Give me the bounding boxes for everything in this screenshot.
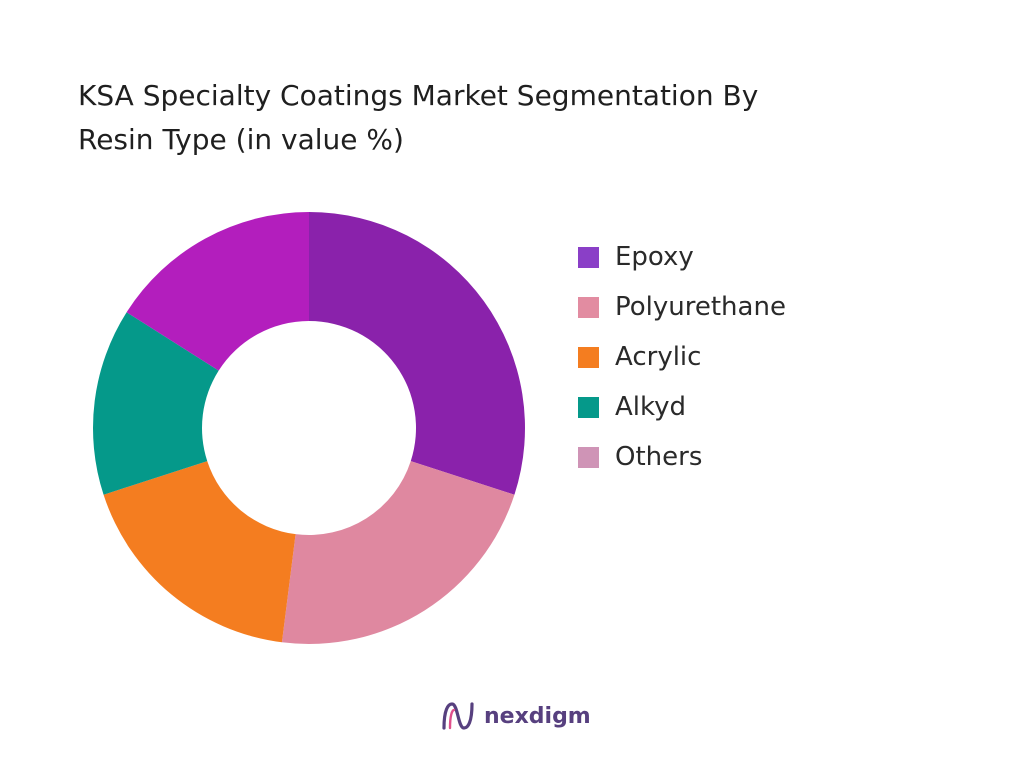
nexdigm-logo-icon: [442, 702, 474, 730]
legend-label-others: Others: [615, 442, 703, 472]
chart-title-line-2: Resin Type (in value %): [78, 123, 404, 156]
legend-label-alkyd: Alkyd: [615, 392, 687, 422]
donut-slice-others: [126, 212, 309, 371]
legend-swatch-polyurethane: [578, 296, 599, 318]
legend-swatch-epoxy: [578, 246, 599, 268]
legend-item-epoxy: Epoxy: [578, 232, 786, 282]
donut-slice-epoxy: [309, 212, 525, 495]
chart-title-line-1: KSA Specialty Coatings Market Segmentati…: [78, 79, 759, 112]
legend-item-polyurethane: Polyurethane: [578, 282, 786, 332]
donut-slice-acrylic: [103, 461, 296, 643]
legend-swatch-alkyd: [578, 396, 599, 418]
legend-label-epoxy: Epoxy: [615, 242, 694, 272]
legend-item-others: Others: [578, 432, 786, 482]
legend-swatch-acrylic: [578, 346, 599, 368]
legend-swatch-others: [578, 446, 599, 468]
legend-item-acrylic: Acrylic: [578, 332, 786, 382]
brand-name: nexdigm: [484, 703, 591, 729]
donut-slice-alkyd: [93, 312, 219, 495]
donut-slice-polyurethane: [281, 461, 515, 644]
chart-legend: Epoxy Polyurethane Acrylic Alkyd Others: [578, 232, 786, 482]
chart-title: KSA Specialty Coatings Market Segmentati…: [78, 74, 938, 162]
legend-label-acrylic: Acrylic: [615, 342, 702, 372]
brand-logo-lockup: nexdigm: [440, 696, 591, 736]
legend-item-alkyd: Alkyd: [578, 382, 786, 432]
legend-label-polyurethane: Polyurethane: [615, 292, 786, 322]
